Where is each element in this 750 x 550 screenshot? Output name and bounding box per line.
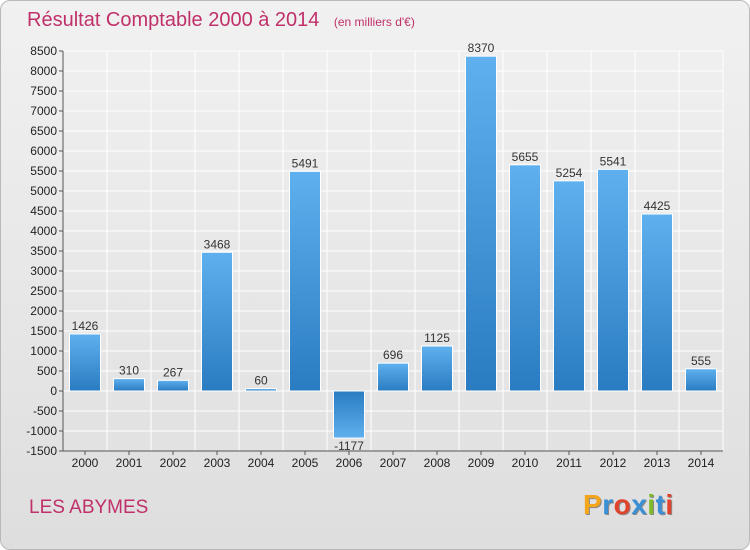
x-tick-label: 2004 (248, 456, 275, 470)
logo-letter: o (613, 489, 632, 520)
bar (377, 362, 409, 392)
y-tick-label: 7000 (30, 104, 57, 118)
bar-value-label: 696 (383, 348, 403, 362)
bars (69, 55, 717, 439)
y-tick-label: -500 (33, 404, 57, 418)
bar (333, 390, 365, 439)
x-axis-ticks: 2000 2001 2002 2003 2004 2005 2006 2007 2008 2009… (72, 456, 715, 470)
bar-value-label: 555 (691, 354, 711, 368)
bar-labels: 1426 310 267 3468 60 5491 -1177 696 1125 8370 5655… (72, 41, 712, 453)
logo-letter: r (602, 489, 614, 520)
logo-letter: i (665, 489, 674, 520)
y-tick-label: -1500 (26, 444, 57, 458)
bar-value-label: 8370 (468, 41, 495, 55)
bar (553, 180, 585, 392)
y-tick-label: 0 (50, 384, 57, 398)
y-tick-label: 6000 (30, 144, 57, 158)
chart-title: Résultat Comptable 2000 à 2014 (27, 9, 320, 31)
bar (465, 55, 497, 392)
y-tick-label: 8500 (30, 44, 57, 58)
y-tick-label: -1000 (26, 424, 57, 438)
logo-letter: P (583, 489, 603, 520)
x-tick-label: 2002 (160, 456, 187, 470)
x-tick-label: 2003 (204, 456, 231, 470)
bar-value-label: 5655 (512, 150, 539, 164)
x-tick-label: 2014 (688, 456, 715, 470)
y-tick-label: 2500 (30, 284, 57, 298)
bar-value-label: 310 (119, 364, 139, 378)
bar-value-label: 60 (254, 374, 268, 388)
y-tick-label: 8000 (30, 64, 57, 78)
y-tick-label: 5500 (30, 164, 57, 178)
x-tick-label: 2008 (424, 456, 451, 470)
y-tick-label: 6500 (30, 124, 57, 138)
y-tick-label: 4500 (30, 204, 57, 218)
bar-value-label: 1426 (72, 319, 99, 333)
bar (509, 164, 541, 392)
bar-value-label: 1125 (424, 331, 450, 345)
x-tick-label: 2010 (512, 456, 539, 470)
y-tick-label: 5000 (30, 184, 57, 198)
bar-value-label: 3468 (204, 237, 231, 251)
location-label: LES ABYMES (29, 497, 149, 518)
bar-value-label: 5541 (600, 154, 627, 168)
bar (201, 251, 233, 392)
y-axis-ticks: -1500 -1000 -500 0 500 1000 1500 2000 2500 3000 35… (26, 44, 57, 458)
bar (69, 333, 101, 392)
proxiti-logo: Proxiti (583, 489, 674, 521)
bar (597, 168, 629, 392)
axes (59, 50, 723, 455)
x-tick-label: 2006 (336, 456, 363, 470)
x-tick-label: 2013 (644, 456, 671, 470)
y-tick-label: 4000 (30, 224, 57, 238)
bar (289, 170, 321, 392)
bar (641, 213, 673, 392)
x-tick-label: 2001 (116, 456, 143, 470)
y-tick-label: 2000 (30, 304, 57, 318)
bar-value-label: -1177 (334, 439, 364, 453)
y-tick-label: 7500 (30, 84, 57, 98)
y-tick-label: 500 (37, 364, 57, 378)
y-tick-label: 3500 (30, 244, 57, 258)
logo-letter: x (631, 489, 648, 520)
x-tick-label: 2009 (468, 456, 495, 470)
chart-subtitle: (en milliers d'€) (333, 15, 415, 29)
chart-title-row: Résultat Comptable 2000 à 2014 (en milli… (27, 9, 415, 32)
bar-value-label: 5254 (556, 166, 583, 180)
x-tick-label: 2005 (292, 456, 319, 470)
x-tick-label: 2000 (72, 456, 99, 470)
bar (421, 345, 453, 392)
y-tick-label: 1500 (30, 324, 57, 338)
bar (245, 388, 277, 392)
y-tick-label: 3000 (30, 264, 57, 278)
bar-value-label: 5491 (292, 156, 319, 170)
logo-letter: t (655, 489, 666, 520)
logo-letter: i (647, 489, 656, 520)
x-tick-label: 2012 (600, 456, 627, 470)
bar-value-label: 4425 (644, 199, 671, 213)
bar (157, 379, 189, 392)
bar (685, 368, 717, 392)
bar (113, 378, 145, 392)
bar-value-label: 267 (163, 365, 183, 379)
x-tick-label: 2011 (556, 456, 582, 470)
y-tick-label: 1000 (30, 344, 57, 358)
x-tick-label: 2007 (380, 456, 407, 470)
